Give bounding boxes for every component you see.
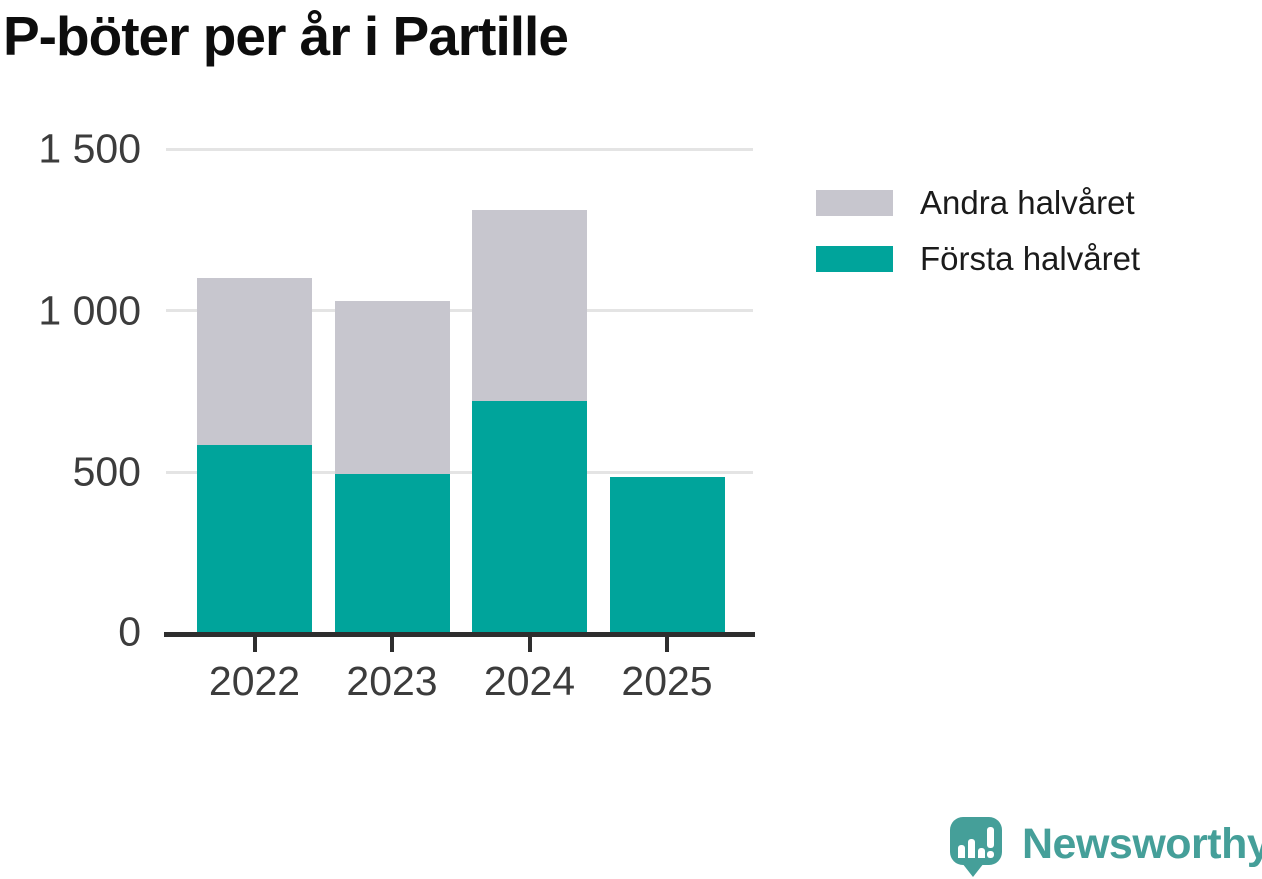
newsworthy-wordmark: Newsworthy: [1022, 820, 1262, 868]
bar-chart-icon: [958, 839, 988, 858]
x-axis-tick: [252, 637, 257, 652]
y-axis-tick-label: 1 000: [38, 287, 141, 334]
y-axis-tick-label: 0: [118, 608, 141, 655]
bar-segment-2022: [197, 444, 312, 634]
y-axis-tick-label: 500: [72, 448, 141, 495]
legend-label: Andra halvåret: [920, 184, 1135, 221]
x-axis-tick: [527, 637, 532, 652]
y-gridline: [166, 147, 753, 151]
x-axis-line: [164, 632, 755, 637]
y-gridline: [166, 309, 753, 313]
x-axis-tick-label: 2025: [621, 658, 713, 704]
speech-bubble-tail: [962, 863, 984, 877]
bar-segment-2023: [334, 300, 450, 474]
legend: Andra halvåret Första halvåret: [816, 184, 1140, 302]
legend-swatch: [816, 246, 893, 272]
x-axis-tick-label: 2024: [483, 658, 576, 704]
x-axis-tick-label: 2023: [346, 658, 438, 704]
bar-segment-2022: [197, 278, 312, 445]
bar-segment-2025: [609, 477, 725, 634]
legend-item: Första halvåret: [816, 240, 1140, 277]
newsworthy-logo: Newsworthy: [950, 817, 1262, 878]
chart-title: P-böter per år i Partille: [3, 5, 569, 67]
bar-segment-2024: [472, 401, 587, 634]
legend-item: Andra halvåret: [816, 184, 1140, 221]
y-gridline: [166, 470, 753, 474]
x-axis-tick: [665, 637, 669, 652]
legend-label: Första halvåret: [920, 240, 1141, 277]
bar-segment-2024: [472, 210, 587, 402]
newsworthy-logo-icon: [950, 817, 1002, 878]
exclamation-icon: [987, 827, 994, 858]
x-axis-tick-label: 2022: [208, 658, 301, 704]
bar-segment-2023: [334, 473, 450, 634]
x-axis-tick: [390, 637, 394, 652]
y-axis-tick-label: 1 500: [38, 125, 141, 172]
legend-swatch: [816, 190, 893, 216]
